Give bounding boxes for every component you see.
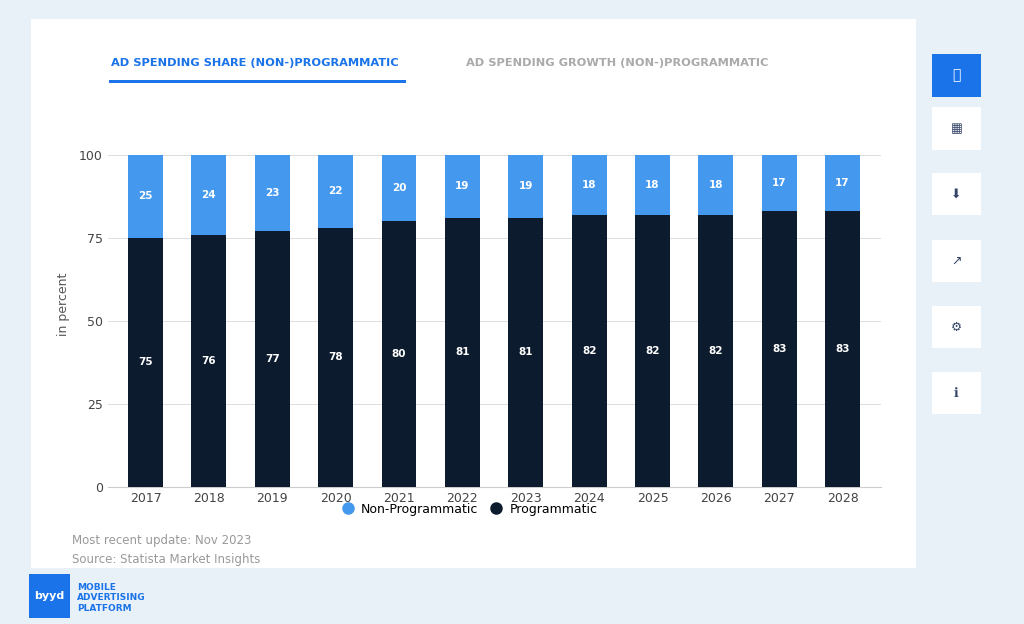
Text: 75: 75	[138, 358, 153, 368]
Bar	[635, 155, 670, 215]
Text: 100: 100	[198, 140, 220, 150]
Bar	[571, 155, 606, 215]
Bar	[128, 155, 163, 238]
Text: 100: 100	[452, 140, 473, 150]
Text: 100: 100	[768, 140, 791, 150]
Text: 18: 18	[709, 180, 723, 190]
Text: ⚙: ⚙	[951, 321, 962, 333]
Bar	[255, 232, 290, 487]
Text: ▦: ▦	[950, 122, 963, 135]
Text: 100: 100	[325, 140, 346, 150]
Text: ↗: ↗	[951, 255, 962, 267]
Text: 17: 17	[836, 178, 850, 188]
Text: byyd: byyd	[34, 591, 65, 601]
Text: 19: 19	[518, 182, 532, 192]
Bar	[825, 212, 860, 487]
Bar	[698, 155, 733, 215]
Text: ℹ: ℹ	[954, 387, 958, 399]
Text: Most recent update: Nov 2023: Most recent update: Nov 2023	[72, 534, 251, 547]
Bar	[445, 218, 480, 487]
Text: 100: 100	[261, 140, 284, 150]
Text: AD SPENDING SHARE (NON-)PROGRAMMATIC: AD SPENDING SHARE (NON-)PROGRAMMATIC	[111, 57, 398, 67]
Bar	[635, 215, 670, 487]
Text: 82: 82	[709, 346, 723, 356]
Text: 83: 83	[772, 344, 786, 354]
Bar	[191, 155, 226, 235]
Text: 18: 18	[582, 180, 596, 190]
Text: PLATFORM: PLATFORM	[77, 604, 131, 613]
Text: 24: 24	[202, 190, 216, 200]
Bar	[762, 212, 797, 487]
Bar	[382, 222, 417, 487]
Text: 100: 100	[135, 140, 157, 150]
Text: 100: 100	[831, 140, 853, 150]
Text: 76: 76	[202, 356, 216, 366]
Text: AD SPENDING GROWTH (NON-)PROGRAMMATIC: AD SPENDING GROWTH (NON-)PROGRAMMATIC	[466, 57, 768, 67]
Text: 18: 18	[645, 180, 659, 190]
Bar	[508, 155, 543, 218]
Text: MOBILE: MOBILE	[77, 583, 116, 592]
Text: 100: 100	[388, 140, 410, 150]
Bar	[445, 155, 480, 218]
Text: 25: 25	[138, 192, 153, 202]
Text: 77: 77	[265, 354, 280, 364]
Text: ADVERTISING: ADVERTISING	[77, 593, 145, 602]
Text: 📊: 📊	[952, 69, 961, 82]
Text: 100: 100	[642, 140, 664, 150]
Text: 81: 81	[455, 348, 470, 358]
Y-axis label: in percent: in percent	[57, 273, 71, 336]
Text: 17: 17	[772, 178, 786, 188]
Bar	[571, 215, 606, 487]
Text: 100: 100	[705, 140, 727, 150]
Bar	[825, 155, 860, 212]
Text: 78: 78	[329, 353, 343, 363]
Text: 80: 80	[392, 349, 407, 359]
Text: 83: 83	[836, 344, 850, 354]
Bar	[698, 215, 733, 487]
Text: 100: 100	[579, 140, 600, 150]
Text: Source: Statista Market Insights: Source: Statista Market Insights	[72, 553, 260, 566]
Text: 23: 23	[265, 188, 280, 198]
Text: 22: 22	[329, 187, 343, 197]
Bar	[762, 155, 797, 212]
Legend: Non-Programmatic, Programmatic: Non-Programmatic, Programmatic	[340, 498, 602, 521]
Text: 81: 81	[518, 348, 534, 358]
Text: 82: 82	[582, 346, 596, 356]
Text: ⬇: ⬇	[951, 188, 962, 200]
Bar	[128, 238, 163, 487]
Bar	[508, 218, 543, 487]
Bar	[382, 155, 417, 222]
Bar	[191, 235, 226, 487]
Text: 20: 20	[392, 183, 407, 193]
Bar	[318, 228, 353, 487]
Bar	[255, 155, 290, 232]
Text: 19: 19	[456, 182, 470, 192]
Text: 100: 100	[515, 140, 537, 150]
Text: 82: 82	[645, 346, 659, 356]
Bar	[318, 155, 353, 228]
